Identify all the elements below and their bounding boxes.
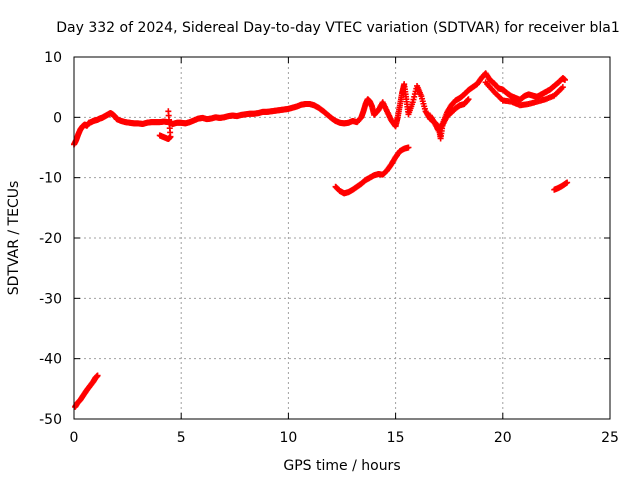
y-tick-label: -50	[39, 412, 62, 428]
series-6	[72, 372, 101, 410]
chart-title: Day 332 of 2024, Sidereal Day-to-day VTE…	[56, 20, 619, 36]
data-point	[561, 76, 568, 83]
series-0	[71, 70, 568, 148]
x-axis-label: GPS time / hours	[283, 458, 400, 474]
y-tick-label: -30	[39, 291, 62, 307]
data-points	[71, 70, 571, 410]
data-point	[165, 108, 172, 115]
data-point	[465, 96, 472, 103]
y-tick-label: -40	[39, 352, 62, 368]
x-tick-label: 0	[70, 430, 79, 446]
series-1	[426, 96, 472, 134]
data-point	[405, 144, 412, 151]
grid	[74, 57, 610, 419]
x-tick-label: 15	[387, 430, 405, 446]
x-tick-label: 5	[177, 430, 186, 446]
y-tick-label: 0	[53, 110, 62, 126]
y-tick-label: 10	[44, 50, 62, 66]
x-tick-label: 25	[601, 430, 619, 446]
y-tick-label: -20	[39, 231, 62, 247]
data-point	[559, 84, 566, 91]
series-5	[551, 179, 571, 193]
plot-frame	[73, 56, 611, 420]
x-tick-label: 10	[279, 430, 297, 446]
series-3	[156, 108, 174, 143]
y-tick-label: -10	[39, 171, 62, 187]
tick-labels: 0 5 10 15 20 25 -50 -40 -30 -20 -10 0 10	[39, 50, 619, 446]
data-point	[564, 179, 571, 186]
series-2	[482, 79, 566, 109]
data-point	[94, 372, 101, 379]
y-axis-label: SDTVAR / TECUs	[6, 181, 22, 296]
x-tick-label: 20	[494, 430, 512, 446]
series-4	[332, 144, 412, 197]
